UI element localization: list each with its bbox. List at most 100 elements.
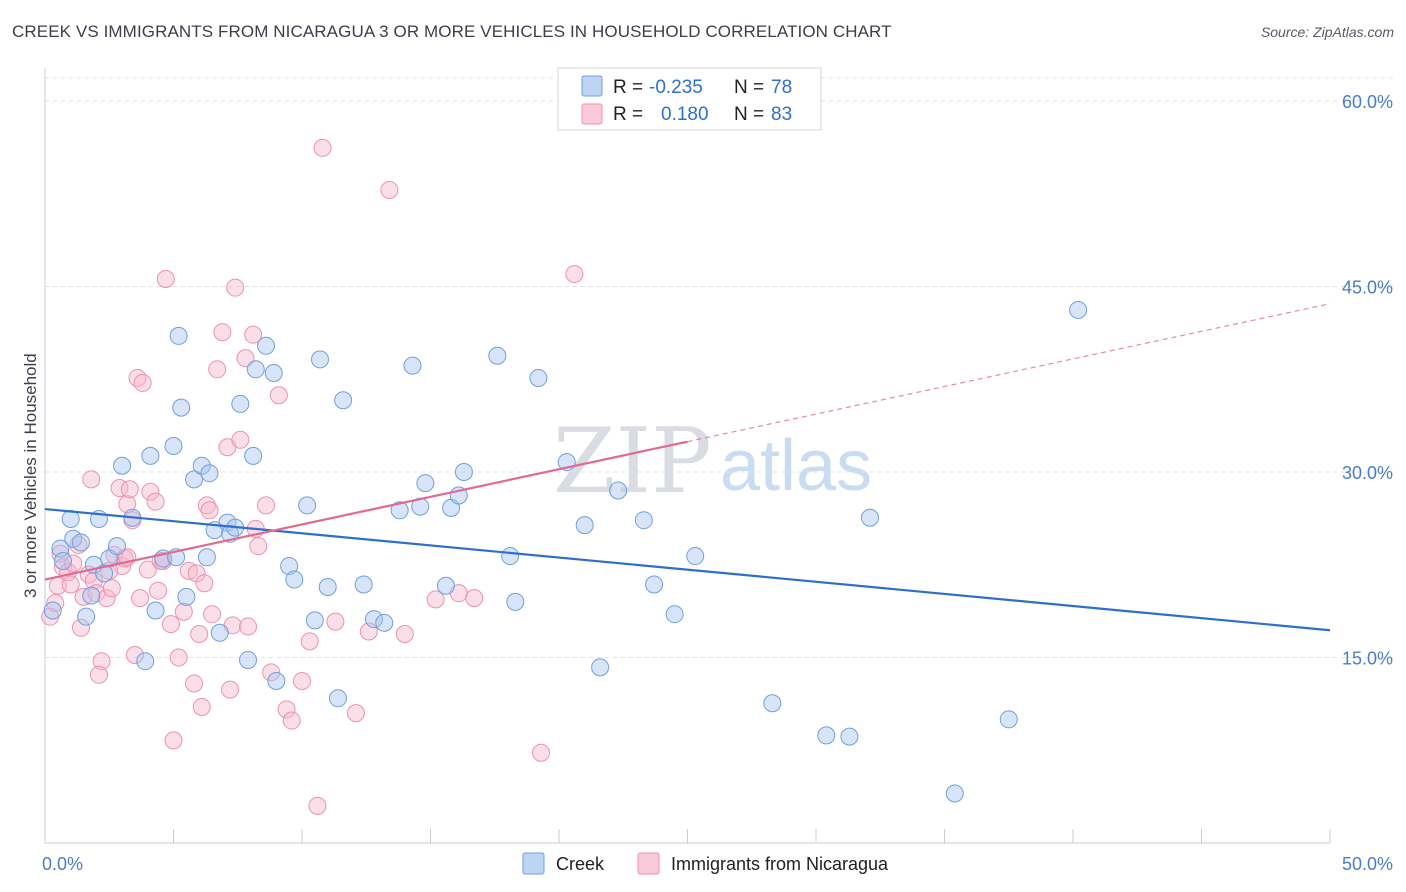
nicaragua-point [118,495,137,514]
nicaragua-point [141,482,160,501]
nicaragua-point [92,652,111,671]
creek-point [817,726,836,745]
nicaragua-point [465,589,484,608]
nicaragua-point [46,594,65,613]
nicaragua-point [161,615,180,634]
nicaragua-point [71,618,90,637]
nicaragua-point [192,697,211,716]
creek-trend-line [44,507,1331,632]
nicaragua-point [313,138,332,157]
nicaragua-point [61,575,80,594]
nicaragua-point [190,624,209,643]
creek-point [305,611,324,630]
creek-point [172,398,191,417]
nicaragua-point [565,265,584,284]
bottom-legend-nicaragua-swatch [637,852,660,875]
axes [44,68,1331,844]
nicaragua-point [64,554,83,573]
creek-point [364,610,383,629]
creek-point [280,556,299,575]
nicaragua-point [97,589,116,608]
watermark-atlas: atlas [720,426,872,506]
nicaragua-point [346,704,365,723]
creek-point [318,577,337,596]
legend-nicaragua-r-label: R = [613,104,643,125]
nicaragua-point [102,579,121,598]
creek-point [506,592,525,611]
legend-nicaragua-n-label: N = [734,104,764,125]
nicaragua-point [213,323,232,342]
nicaragua-point [149,581,168,600]
legend-nicaragua-n-value: 83 [771,104,792,125]
trend-lines [44,303,1331,632]
creek-point [141,446,160,465]
nicaragua-point [226,278,245,297]
bottom-legend-creek-swatch [522,852,545,875]
creek-point [169,326,188,345]
creek-point [264,364,283,383]
creek-point [501,547,520,566]
creek-point [164,436,183,455]
creek-point [177,587,196,606]
x-tick-label-max: 50.0% [1342,854,1393,874]
creek-point [645,575,664,594]
legend-nicaragua-r-value: 0.180 [661,104,709,125]
nicaragua-point [203,605,222,624]
nicaragua-point [262,663,281,682]
nicaragua-point [236,349,255,368]
creek-point [575,516,594,535]
creek-point [210,623,229,642]
y-tick-label-60: 60.0% [1342,92,1393,112]
y-tick-label-15: 15.0% [1342,648,1393,668]
nicaragua-point [249,537,268,556]
nicaragua-point [51,544,70,563]
chart-title: CREEK VS IMMIGRANTS FROM NICARAGUA 3 OR … [12,22,892,41]
nicaragua-point [195,574,214,593]
creek-point [310,350,329,369]
nicaragua-point [200,501,219,520]
nicaragua-point [89,665,108,684]
nicaragua-point [239,617,258,636]
creek-point [686,547,705,566]
x-tick-label-min: 0.0% [42,854,83,874]
creek-point [77,607,96,626]
creek-point [239,650,258,669]
legend-creek-r-label: R = [613,77,643,98]
nicaragua-point [169,648,188,667]
creek-point [71,533,90,552]
creek-point [454,462,473,481]
nicaragua-point [426,590,445,609]
series-nicaragua-points [41,138,584,815]
creek-point [488,346,507,365]
nicaragua-point [293,671,311,690]
creek-point [665,605,684,624]
nicaragua-point [257,496,276,515]
creek-point [634,511,653,530]
nicaragua-point [125,646,144,665]
creek-point [267,671,286,690]
creek-point [945,784,964,803]
creek-point [197,548,216,567]
legend-nicaragua-swatch [581,103,603,125]
nicaragua-point [82,470,101,489]
creek-point [390,501,409,520]
creek-point [200,464,219,483]
creek-point [529,368,548,387]
creek-point [334,391,353,410]
creek-point [860,508,879,527]
nicaragua-point [326,612,345,631]
nicaragua-point [244,325,263,344]
nicaragua-point [208,360,227,379]
creek-point [298,496,317,515]
nicaragua-point [197,496,216,515]
nicaragua-point [174,602,193,621]
creek-point [436,576,455,595]
nicaragua-point [221,680,240,699]
tick-labels: 15.0% 30.0% 45.0% 60.0% 0.0% 50.0% [42,92,1393,874]
nicaragua-trend-extension [687,303,1331,443]
series-creek-points [43,300,1088,803]
creek-point [113,456,132,475]
legend-creek-n-value: 78 [771,77,792,98]
legend-creek-swatch [581,75,603,97]
